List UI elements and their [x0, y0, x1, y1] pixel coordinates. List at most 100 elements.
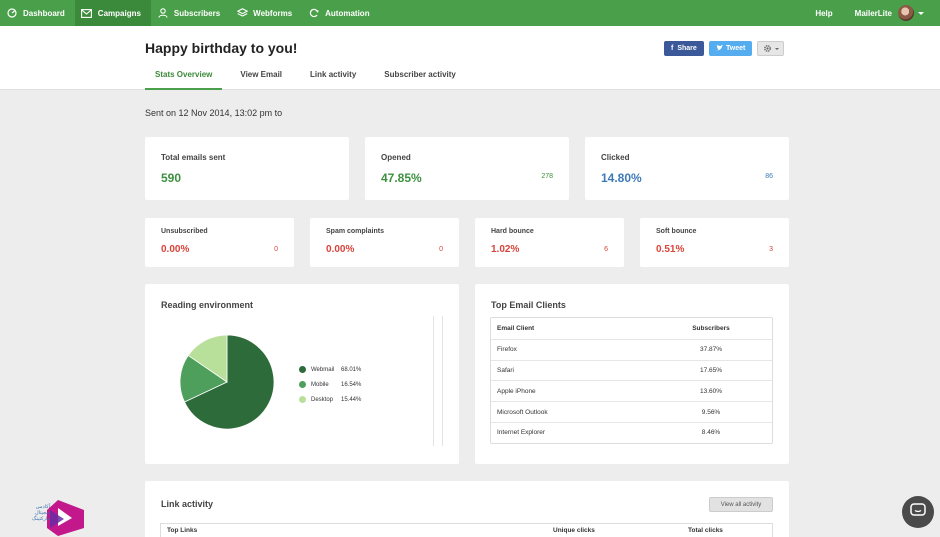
client-name: Safari [497, 366, 514, 374]
table-row: Microsoft Outlook 9.56% [491, 401, 772, 422]
total-emails-label: Total emails sent [161, 153, 226, 162]
unsubscribed-rate: 0.00% [161, 244, 190, 255]
column-header-unique-clicks: Unique clicks [553, 527, 595, 534]
account-name: MailerLite [854, 8, 892, 18]
account-menu[interactable]: MailerLite [855, 5, 924, 21]
table-header-row: Email Client Subscribers [491, 318, 772, 339]
tweet-label: Tweet [726, 45, 746, 52]
nav-dashboard-label: Dashboard [23, 8, 65, 18]
chart-scrollbar[interactable] [433, 316, 443, 446]
dashboard-icon [6, 7, 18, 19]
opened-rate: 47.85% [381, 171, 422, 185]
client-name: Firefox [497, 346, 517, 354]
logo-text: آکادمی دیجیتال مارکتینگ [14, 504, 50, 522]
column-header-subscribers: Subscribers [692, 324, 730, 332]
legend-dot-webmail [299, 366, 306, 373]
academy-logo-mark [47, 500, 84, 536]
table-row: Safari 17.65% [491, 359, 772, 381]
view-all-activity-button[interactable]: View all activity [709, 497, 773, 512]
legend-pct-mobile: 16.54% [341, 381, 362, 388]
client-percent: 9.56% [701, 408, 721, 416]
soft-bounce-rate: 0.51% [656, 244, 685, 255]
nav-webforms-label: Webforms [253, 8, 293, 18]
tab-link-activity[interactable]: Link activity [310, 70, 357, 79]
soft-bounce-count: 3 [769, 246, 773, 253]
client-percent: 13.60% [699, 387, 723, 395]
nav-webforms[interactable]: Webforms [230, 0, 302, 26]
tab-view-email[interactable]: View Email [240, 70, 283, 79]
pie-legend: Webmail 68.01% Mobile 16.54% Desktop 15.… [299, 362, 361, 407]
pie-slice-desktop[interactable] [187, 334, 228, 383]
email-clients-table: Email Client Subscribers Firefox 37.87% … [490, 317, 773, 444]
page-title: Happy birthday to you! [145, 40, 298, 56]
legend-item-desktop: Desktop 15.44% [299, 392, 361, 407]
legend-item-mobile: Mobile 16.54% [299, 377, 361, 392]
opened-count: 278 [541, 173, 553, 180]
settings-dropdown-button[interactable] [757, 41, 784, 56]
soft-bounce-card: Soft bounce 0.51% 3 [640, 218, 789, 267]
reading-environment-card: Reading environment Webmail 68.01% Mobil… [145, 284, 459, 464]
hard-bounce-count: 6 [604, 246, 608, 253]
facebook-share-button[interactable]: f Share [664, 41, 704, 56]
legend-pct-desktop: 15.44% [341, 396, 362, 403]
nav-subscribers-label: Subscribers [173, 8, 221, 18]
spam-complaints-rate: 0.00% [326, 244, 355, 255]
links-table-header: Top Links Unique clicks Total clicks [160, 523, 773, 537]
opened-card: Opened 47.85% 278 [365, 137, 569, 200]
gear-icon [763, 40, 772, 58]
refresh-icon [308, 7, 320, 19]
top-email-clients-card: Top Email Clients Email Client Subscribe… [475, 284, 789, 464]
nav-automation-label: Automation [325, 8, 370, 18]
academy-logo: آکادمی دیجیتال مارکتینگ [14, 498, 86, 536]
clicked-card: Clicked 14.80% 86 [585, 137, 789, 200]
client-percent: 8.46% [701, 429, 721, 437]
tweet-button[interactable]: Tweet [709, 41, 753, 56]
spam-complaints-count: 0 [439, 246, 443, 253]
pie-slice-mobile[interactable] [179, 354, 228, 403]
total-emails-value: 590 [161, 171, 182, 185]
pie-slice-webmail[interactable] [183, 334, 275, 430]
client-name: Microsoft Outlook [497, 408, 548, 416]
campaign-header: Happy birthday to you! Stats Overview Vi… [0, 26, 940, 90]
logo-line: مارکتینگ [32, 516, 50, 522]
nav-dashboard[interactable]: Dashboard [0, 0, 75, 26]
tab-subscriber-activity[interactable]: Subscriber activity [384, 70, 456, 79]
legend-name-desktop: Desktop [311, 396, 334, 403]
hard-bounce-rate: 1.02% [491, 244, 520, 255]
help-link[interactable]: Help [815, 8, 833, 18]
nav-campaigns[interactable]: Campaigns [74, 0, 151, 26]
unsubscribed-card: Unsubscribed 0.00% 0 [145, 218, 294, 267]
column-header-top-links: Top Links [167, 527, 198, 534]
layers-icon [236, 7, 248, 19]
client-name: Apple iPhone [497, 387, 536, 395]
legend-item-webmail: Webmail 68.01% [299, 362, 361, 377]
twitter-icon [716, 44, 723, 53]
clicked-label: Clicked [601, 153, 630, 162]
table-row: Firefox 37.87% [491, 338, 772, 360]
avatar [898, 5, 914, 21]
link-activity-card: Link activity [145, 481, 789, 537]
link-activity-title: Link activity [161, 499, 214, 509]
top-navigation: Dashboard Campaigns Subscribers Webforms… [0, 0, 940, 26]
top-email-clients-title: Top Email Clients [491, 300, 566, 310]
hard-bounce-label: Hard bounce [491, 228, 534, 235]
nav-subscribers[interactable]: Subscribers [151, 0, 230, 26]
spam-complaints-label: Spam complaints [326, 228, 384, 235]
column-header-email-client: Email Client [497, 324, 535, 332]
total-emails-card: Total emails sent 590 [145, 137, 349, 200]
client-percent: 17.65% [699, 366, 723, 374]
spam-complaints-card: Spam complaints 0.00% 0 [310, 218, 459, 267]
tab-stats-overview[interactable]: Stats Overview [145, 66, 223, 90]
chat-icon [910, 502, 926, 522]
clicked-count: 86 [765, 173, 773, 180]
sent-info: Sent on 12 Nov 2014, 13:02 pm to [145, 108, 283, 118]
logo-line: آکادمی [35, 504, 50, 510]
envelope-icon [81, 7, 93, 19]
unsubscribed-label: Unsubscribed [161, 228, 208, 235]
table-row: Apple iPhone 13.60% [491, 380, 772, 401]
hard-bounce-card: Hard bounce 1.02% 6 [475, 218, 624, 267]
share-label: Share [677, 45, 697, 52]
nav-automation[interactable]: Automation [302, 0, 379, 26]
chat-widget-button[interactable] [902, 496, 934, 528]
legend-name-mobile: Mobile [311, 381, 329, 388]
